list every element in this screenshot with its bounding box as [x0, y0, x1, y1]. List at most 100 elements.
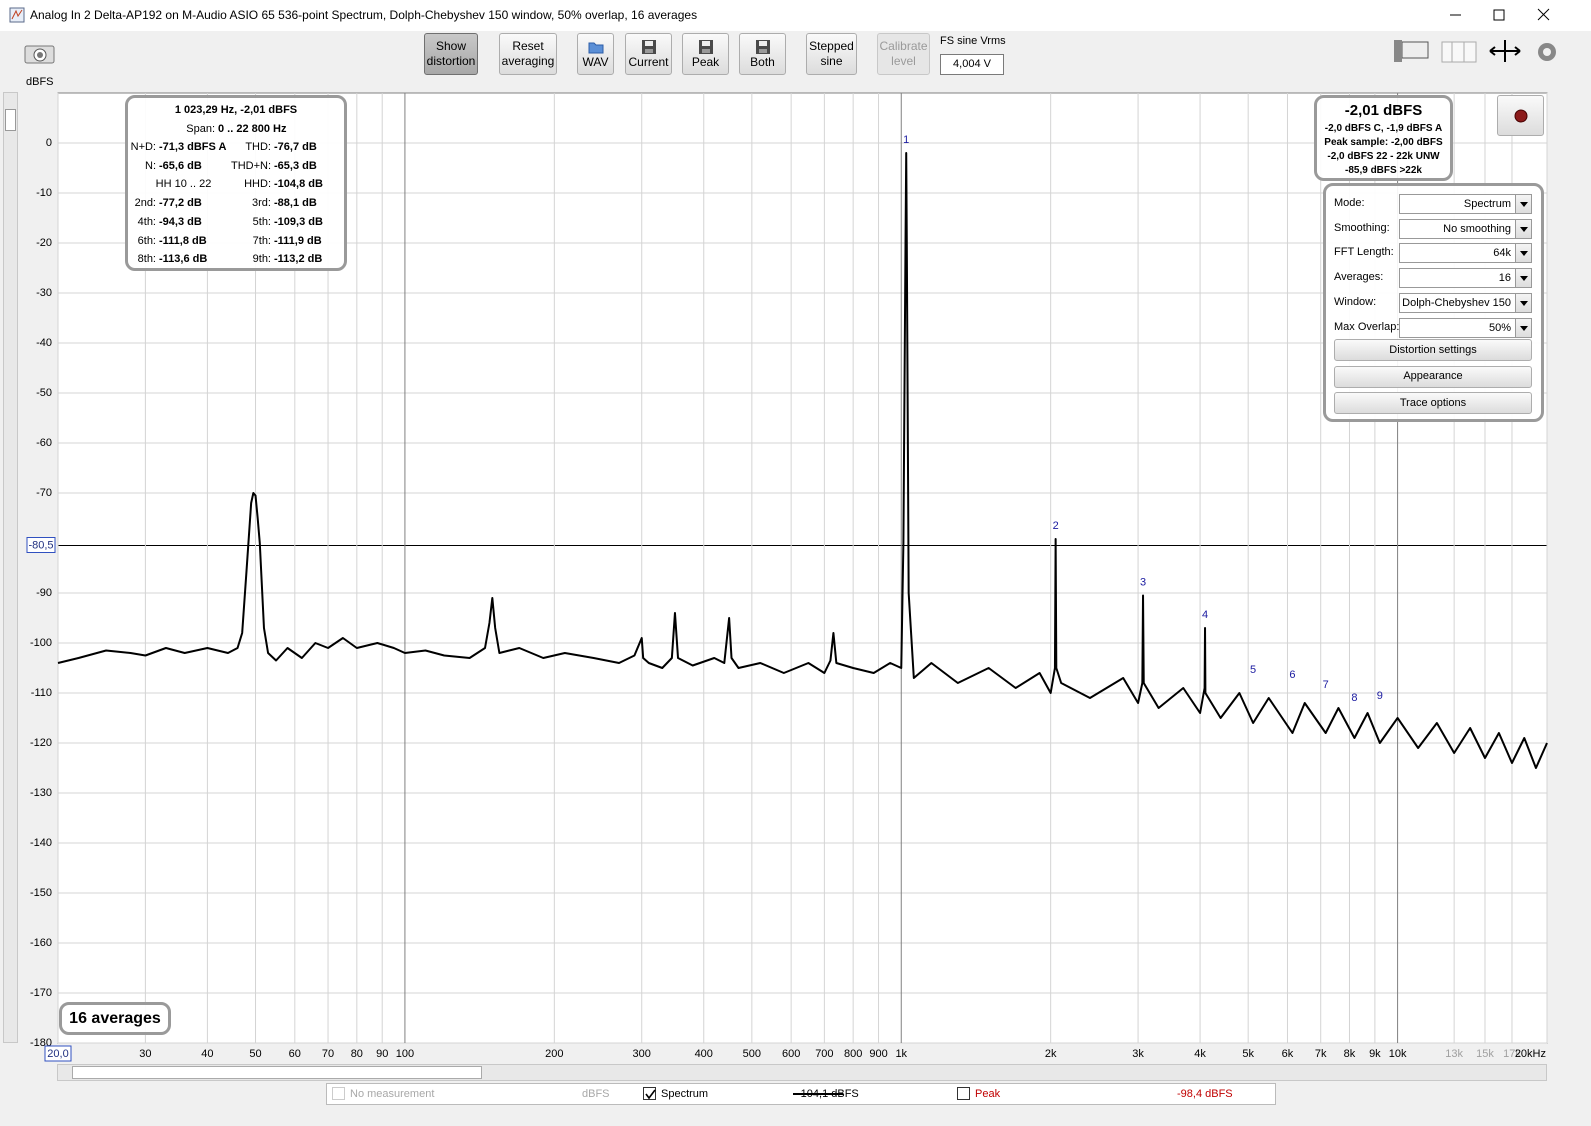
readout-label: HH 10 .. 22 — [155, 178, 212, 191]
dropdown-arrow[interactable] — [1515, 219, 1531, 238]
scroll-thumb[interactable] — [5, 109, 16, 131]
toolbar-button: Calibrate level — [877, 33, 930, 75]
readout-value: -113,6 dB — [159, 253, 208, 266]
setting-label: Averages: — [1334, 271, 1384, 284]
harmonic-marker: 1 — [903, 134, 909, 146]
title-bar: Analog In 2 Delta-AP192 on M-Audio ASIO … — [0, 0, 1591, 31]
legend-readout: -98,4 dBFS — [1177, 1088, 1233, 1100]
arrow-icon — [1520, 202, 1528, 207]
legend-label: Peak — [975, 1088, 1001, 1100]
setting-dropdown[interactable]: Spectrum — [1399, 194, 1532, 214]
setting-value: No smoothing — [1443, 222, 1511, 235]
x-tick-label: 5k — [1242, 1048, 1254, 1060]
level-readout: -2,01 dBFS -2,0 dBFS C, -1,9 dBFS A Peak s… — [1314, 95, 1453, 181]
readout-header: 1 023,29 Hz, -2,01 dBFS — [174, 104, 298, 116]
dropdown-arrow[interactable] — [1515, 244, 1531, 263]
x-tick-label: 8k — [1344, 1048, 1356, 1060]
harmonic-marker: 8 — [1351, 692, 1357, 704]
settings-button[interactable]: Distortion settings — [1334, 339, 1532, 361]
window-controls[interactable] — [1450, 6, 1580, 26]
y-tick-label: -130 — [30, 787, 52, 799]
toolbar-button[interactable]: Reset averaging — [499, 33, 557, 75]
vertical-scrollbar[interactable] — [3, 92, 18, 1043]
x-tick-label: 70 — [322, 1048, 334, 1060]
toolbar-button[interactable]: Peak — [682, 33, 729, 75]
arrow-icon — [1520, 300, 1528, 306]
harmonic-marker: 5 — [1250, 664, 1256, 676]
readout-label: N+D: — [130, 141, 156, 153]
x-cursor-box — [44, 1045, 72, 1062]
scroll-thumb[interactable] — [72, 1066, 482, 1079]
level-line: Peak sample: -2,00 dBFS — [1324, 137, 1443, 148]
y-tick-label: -10 — [36, 187, 52, 199]
readout-value: -65,3 dB — [274, 159, 317, 172]
harmonic-marker: 6 — [1289, 669, 1295, 681]
toolbar-button[interactable]: Both — [739, 33, 786, 75]
y-tick-label: -50 — [36, 387, 52, 399]
spectrum-line — [57, 152, 1548, 769]
disk-icon — [641, 39, 656, 54]
setting-label: Mode: — [1334, 197, 1365, 209]
horizontal-scrollbar[interactable] — [57, 1064, 1547, 1081]
dropdown-arrow[interactable] — [1515, 195, 1531, 213]
dropdown-arrow[interactable] — [1515, 293, 1531, 312]
readout-label: 9th: — [252, 253, 271, 266]
dropdown-arrow[interactable] — [1515, 318, 1531, 337]
setting-label: Smoothing: — [1334, 221, 1390, 234]
x-tick-label: 100 — [396, 1048, 414, 1060]
view-icons[interactable] — [1392, 38, 1562, 70]
level-line: -2,0 dBFS 22 - 22k UNW — [1327, 151, 1440, 162]
setting-dropdown[interactable]: 50% — [1399, 317, 1532, 338]
level-line: -2,0 dBFS C, -1,9 dBFS A — [1324, 123, 1443, 134]
x-tick-label: 30 — [139, 1048, 151, 1060]
setting-dropdown[interactable]: No smoothing — [1399, 218, 1532, 239]
legend-label: Spectrum — [661, 1088, 709, 1100]
x-tick-label: 600 — [782, 1048, 800, 1060]
legend-swatch — [793, 1093, 843, 1095]
legend-checkbox[interactable] — [643, 1087, 656, 1100]
cursor-label: -80,5 — [28, 539, 53, 551]
readout-value: -113,2 dB — [274, 253, 323, 266]
setting-value: Spectrum — [1463, 198, 1511, 210]
readout-label: 5th: — [252, 215, 271, 228]
toolbar-button[interactable]: WAV — [577, 33, 614, 75]
cursor-label-box — [26, 537, 56, 553]
setting-dropdown[interactable]: 16 — [1399, 268, 1532, 289]
dropdown-arrow[interactable] — [1515, 269, 1531, 288]
readout-value: -111,9 dB — [274, 234, 322, 247]
toolbar-button[interactable]: Current — [625, 33, 672, 75]
x-tick-label: 90 — [376, 1048, 388, 1060]
readout-label: 2nd: — [134, 197, 156, 210]
record-button[interactable] — [1497, 95, 1544, 136]
span-label: Span: — [186, 123, 215, 135]
setting-dropdown[interactable]: 64k — [1399, 243, 1532, 264]
screenshot-button[interactable] — [24, 43, 56, 65]
legend-readout: -104,1 dBFS — [797, 1088, 859, 1100]
toolbar-button[interactable]: Stepped sine — [806, 33, 857, 75]
settings-button[interactable]: Appearance — [1334, 365, 1532, 388]
button-label: Peak — [691, 54, 720, 69]
legend-bar: No measurement dBFS Spectrum -104,1 dBFS Pea… — [326, 1083, 1276, 1105]
readout-label: 3rd: — [252, 197, 271, 210]
setting-value: Dolph-Chebyshev 150 — [1402, 296, 1511, 309]
readout-value: -77,2 dB — [159, 197, 202, 210]
button-label: Reset averaging — [501, 39, 555, 68]
setting-label: Max Overlap: — [1334, 320, 1400, 333]
setting-value: 64k — [1493, 247, 1511, 260]
settings-button[interactable]: Trace options — [1334, 392, 1532, 415]
legend-checkbox[interactable] — [957, 1087, 970, 1100]
x-tick-label: 200 — [545, 1048, 563, 1060]
button-label: Stepped sine — [809, 39, 854, 68]
y-tick-label: -170 — [30, 987, 52, 999]
x-tick-label: 1k — [895, 1048, 907, 1060]
fs-label: FS sine Vrms — [940, 35, 1006, 47]
setting-dropdown[interactable]: Dolph-Chebyshev 150 — [1399, 292, 1532, 313]
folder-icon — [588, 42, 603, 53]
setting-value: 50% — [1488, 321, 1511, 334]
harmonic-marker: 4 — [1202, 609, 1208, 621]
toolbar-button[interactable]: Show distortion — [424, 33, 478, 75]
fs-input[interactable]: 4,004 V — [940, 54, 1004, 75]
y-tick-label: -90 — [36, 587, 52, 599]
readout-value: -104,8 dB — [274, 178, 323, 191]
